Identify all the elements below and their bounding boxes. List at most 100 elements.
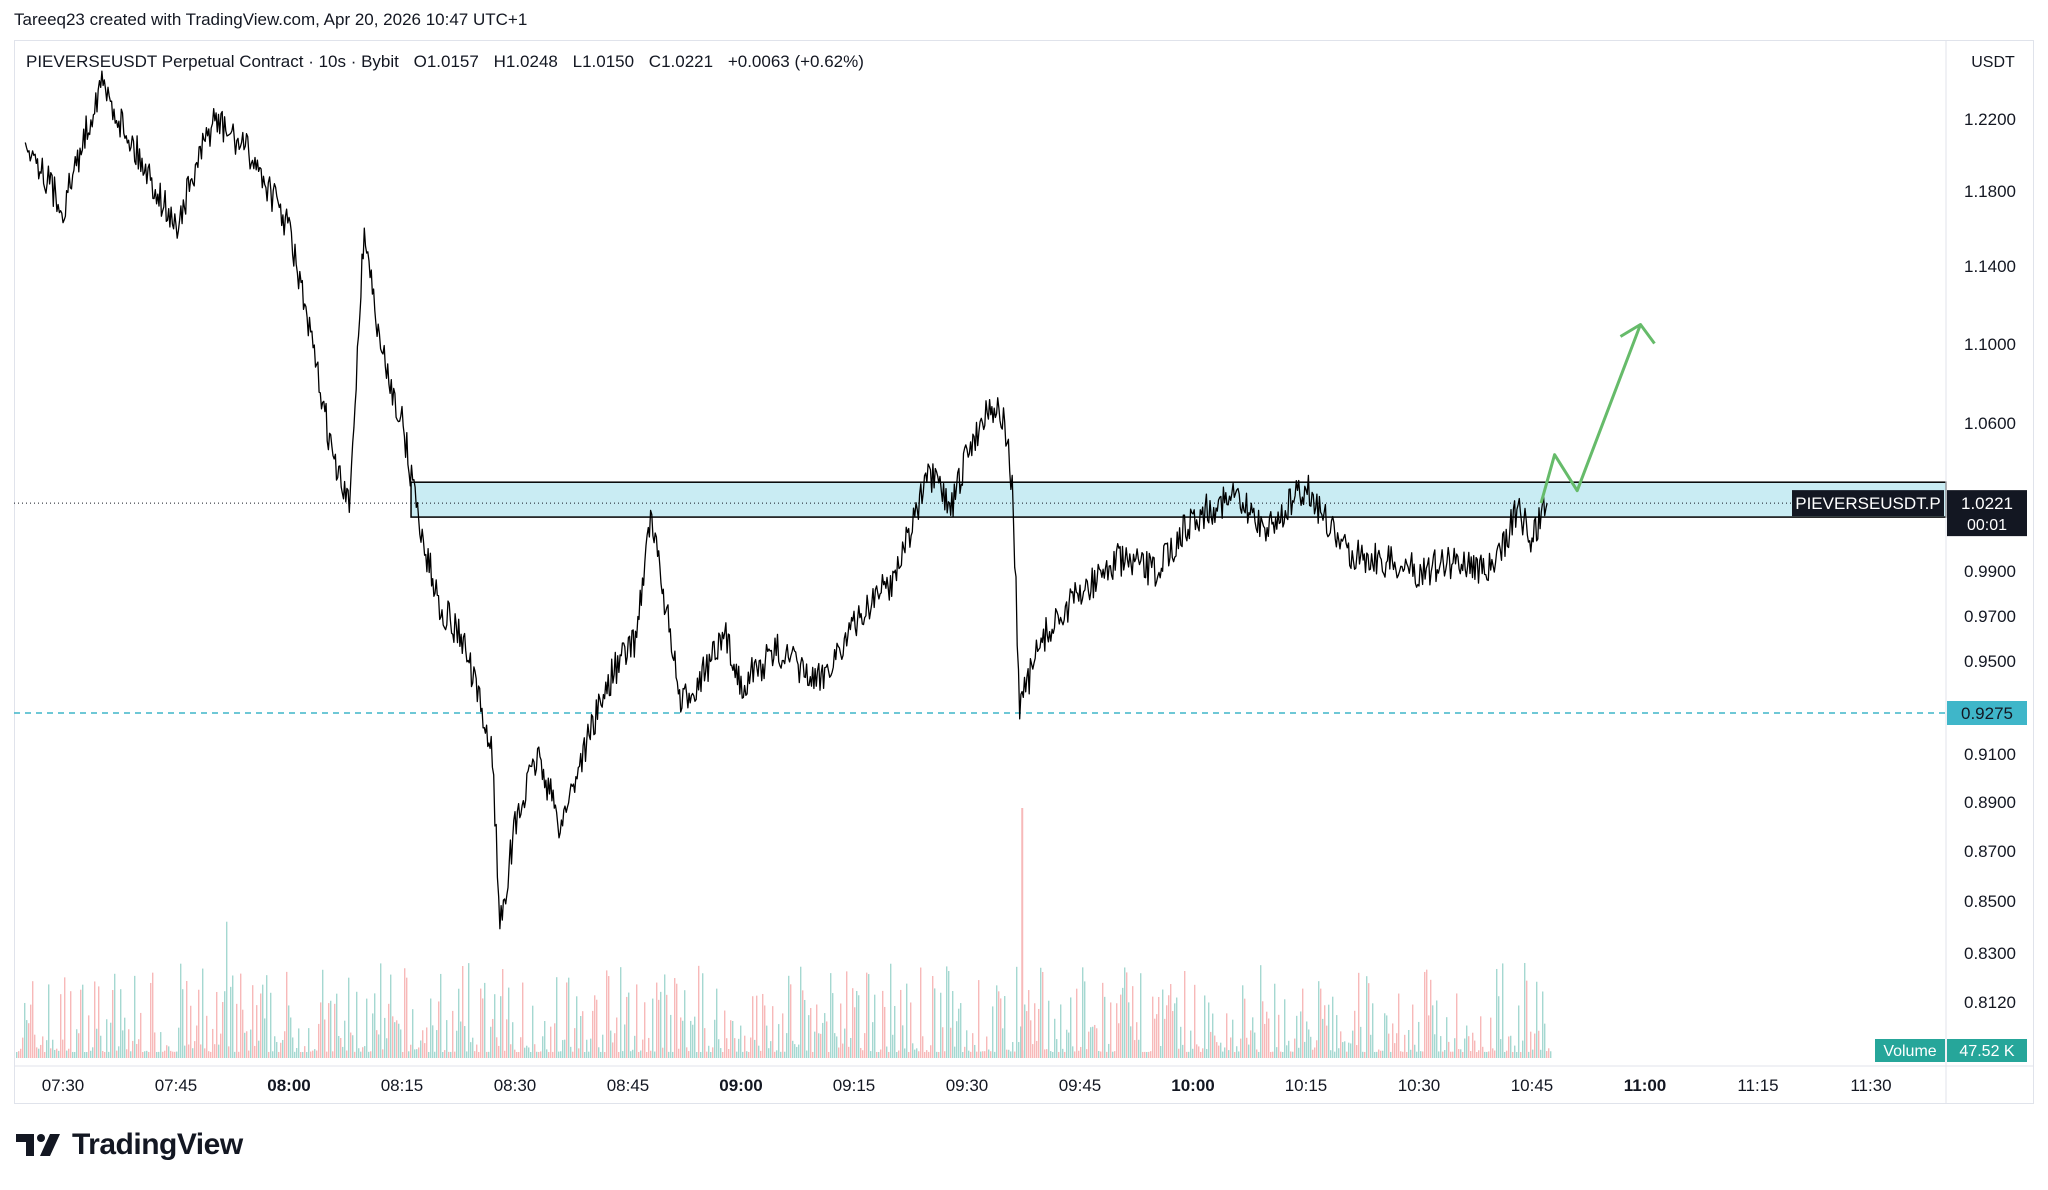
tradingview-logo[interactable]: TradingView bbox=[16, 1128, 243, 1162]
volume-bar bbox=[1298, 1047, 1300, 1058]
volume-bar bbox=[726, 1038, 728, 1058]
volume-bar bbox=[560, 1051, 562, 1058]
volume-bar bbox=[734, 1038, 736, 1058]
volume-bar bbox=[78, 1033, 80, 1058]
volume-bar bbox=[268, 1051, 270, 1058]
volume-bar bbox=[1430, 979, 1432, 1058]
volume-bar bbox=[36, 1047, 38, 1058]
volume-bar bbox=[436, 1030, 438, 1058]
volume-bar bbox=[784, 1051, 786, 1058]
volume-bar bbox=[1128, 1002, 1130, 1058]
volume-bar bbox=[368, 1051, 370, 1058]
volume-bar bbox=[682, 1020, 684, 1058]
volume-bar bbox=[304, 1046, 306, 1058]
volume-bar bbox=[444, 1050, 446, 1058]
volume-bar bbox=[592, 1010, 594, 1058]
volume-bar bbox=[64, 977, 66, 1058]
volume-bar bbox=[1312, 1049, 1314, 1058]
volume-bar bbox=[970, 1051, 972, 1058]
volume-bar bbox=[122, 1030, 124, 1058]
volume-bar bbox=[1426, 969, 1428, 1058]
volume-bar bbox=[54, 1049, 56, 1058]
volume-bar bbox=[948, 971, 950, 1058]
volume-bar bbox=[980, 1051, 982, 1058]
volume-bar bbox=[1460, 1049, 1462, 1058]
volume-bar bbox=[1420, 1051, 1422, 1058]
volume-bar bbox=[542, 1036, 544, 1058]
volume-bar bbox=[640, 1050, 642, 1058]
volume-bar bbox=[1322, 1018, 1324, 1058]
volume-bar bbox=[46, 1040, 48, 1058]
volume-bar bbox=[1328, 1004, 1330, 1058]
volume-bar bbox=[884, 1006, 886, 1058]
volume-bar bbox=[1198, 1046, 1200, 1058]
volume-bar bbox=[954, 1046, 956, 1058]
volume-bar bbox=[870, 1051, 872, 1058]
volume-bar bbox=[230, 986, 232, 1058]
volume-bar bbox=[546, 1049, 548, 1058]
volume-bar bbox=[364, 1046, 366, 1058]
volume-bar bbox=[1382, 1050, 1384, 1058]
volume-bar bbox=[822, 1022, 824, 1058]
volume-bar bbox=[1176, 997, 1178, 1058]
volume-bar bbox=[1044, 1049, 1046, 1058]
volume-bar bbox=[1290, 1051, 1292, 1058]
volume-bar bbox=[506, 1019, 508, 1058]
volume-bar bbox=[786, 1033, 788, 1058]
volume-bar bbox=[696, 1051, 698, 1058]
volume-bar bbox=[1340, 1031, 1342, 1058]
volume-bar bbox=[620, 967, 622, 1058]
volume-bar bbox=[68, 1048, 70, 1058]
volume-bar bbox=[22, 1037, 24, 1058]
volume-bar bbox=[1300, 1011, 1302, 1058]
last-price-label: 1.0221 bbox=[1961, 494, 2013, 513]
price-tick-label: 1.1000 bbox=[1964, 335, 2016, 354]
volume-bar bbox=[60, 994, 62, 1058]
volume-bar bbox=[1116, 1003, 1118, 1058]
price-tick-label: 0.8300 bbox=[1964, 944, 2016, 963]
volume-bar bbox=[1066, 1029, 1068, 1058]
volume-bar bbox=[210, 1051, 212, 1058]
volume-bar bbox=[1504, 1051, 1506, 1058]
volume-bar bbox=[938, 1051, 940, 1058]
volume-bar bbox=[1352, 1030, 1354, 1058]
volume-bar bbox=[1264, 1023, 1266, 1058]
time-tick-label: 10:45 bbox=[1511, 1076, 1554, 1095]
price-unit-selector[interactable]: USDT bbox=[1971, 54, 2015, 71]
volume-bar bbox=[142, 1051, 144, 1058]
volume-bar bbox=[968, 1050, 970, 1058]
volume-bar bbox=[628, 992, 630, 1058]
volume-bar bbox=[686, 1047, 688, 1058]
volume-bar bbox=[326, 1051, 328, 1058]
volume-bar bbox=[974, 1044, 976, 1058]
volume-bar bbox=[940, 992, 942, 1058]
volume-bar bbox=[556, 977, 558, 1058]
time-tick-label: 10:00 bbox=[1171, 1076, 1214, 1095]
volume-bar bbox=[1268, 1018, 1270, 1058]
volume-bar bbox=[1054, 1018, 1056, 1058]
volume-bar bbox=[154, 1032, 156, 1058]
volume-label: Volume bbox=[1883, 1043, 1936, 1060]
volume-bar bbox=[932, 975, 934, 1058]
volume-bar bbox=[1496, 968, 1498, 1058]
volume-bar bbox=[616, 1017, 618, 1058]
volume-bar bbox=[236, 1003, 238, 1058]
volume-bar bbox=[986, 1036, 988, 1058]
volume-bar bbox=[1114, 1051, 1116, 1058]
volume-bar bbox=[1021, 808, 1024, 1058]
volume-bar bbox=[1178, 1048, 1180, 1058]
volume-bar bbox=[106, 1019, 108, 1058]
volume-bar bbox=[700, 1051, 702, 1058]
time-tick-label: 09:00 bbox=[719, 1076, 762, 1095]
volume-bar bbox=[426, 1027, 428, 1058]
volume-bar bbox=[794, 1044, 796, 1058]
volume-bar bbox=[1142, 1051, 1144, 1058]
volume-bar bbox=[532, 1005, 534, 1058]
volume-bar bbox=[464, 1026, 466, 1058]
volume-bar bbox=[386, 1038, 388, 1058]
volume-bar bbox=[240, 973, 242, 1058]
price-tick-label: 1.1800 bbox=[1964, 182, 2016, 201]
price-tick-label: 0.8500 bbox=[1964, 892, 2016, 911]
volume-bar bbox=[488, 1051, 490, 1058]
